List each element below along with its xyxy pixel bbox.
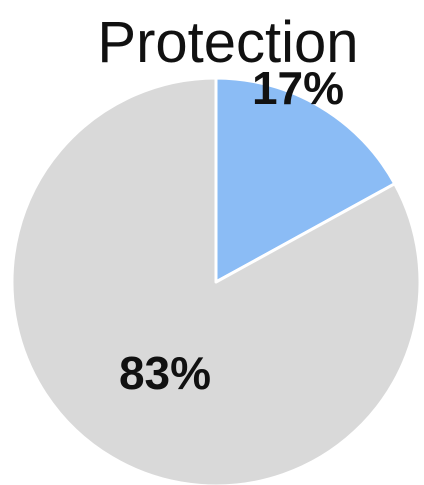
slice-label-1: 17% <box>252 62 344 114</box>
pie-slices <box>10 76 422 485</box>
slice-label-2: 83% <box>119 347 211 399</box>
slice-labels: 17% 83% <box>119 62 344 399</box>
pie-slice-2 <box>10 76 422 485</box>
pie-slice-1 <box>214 76 397 284</box>
chart-title: Protection <box>97 10 358 75</box>
